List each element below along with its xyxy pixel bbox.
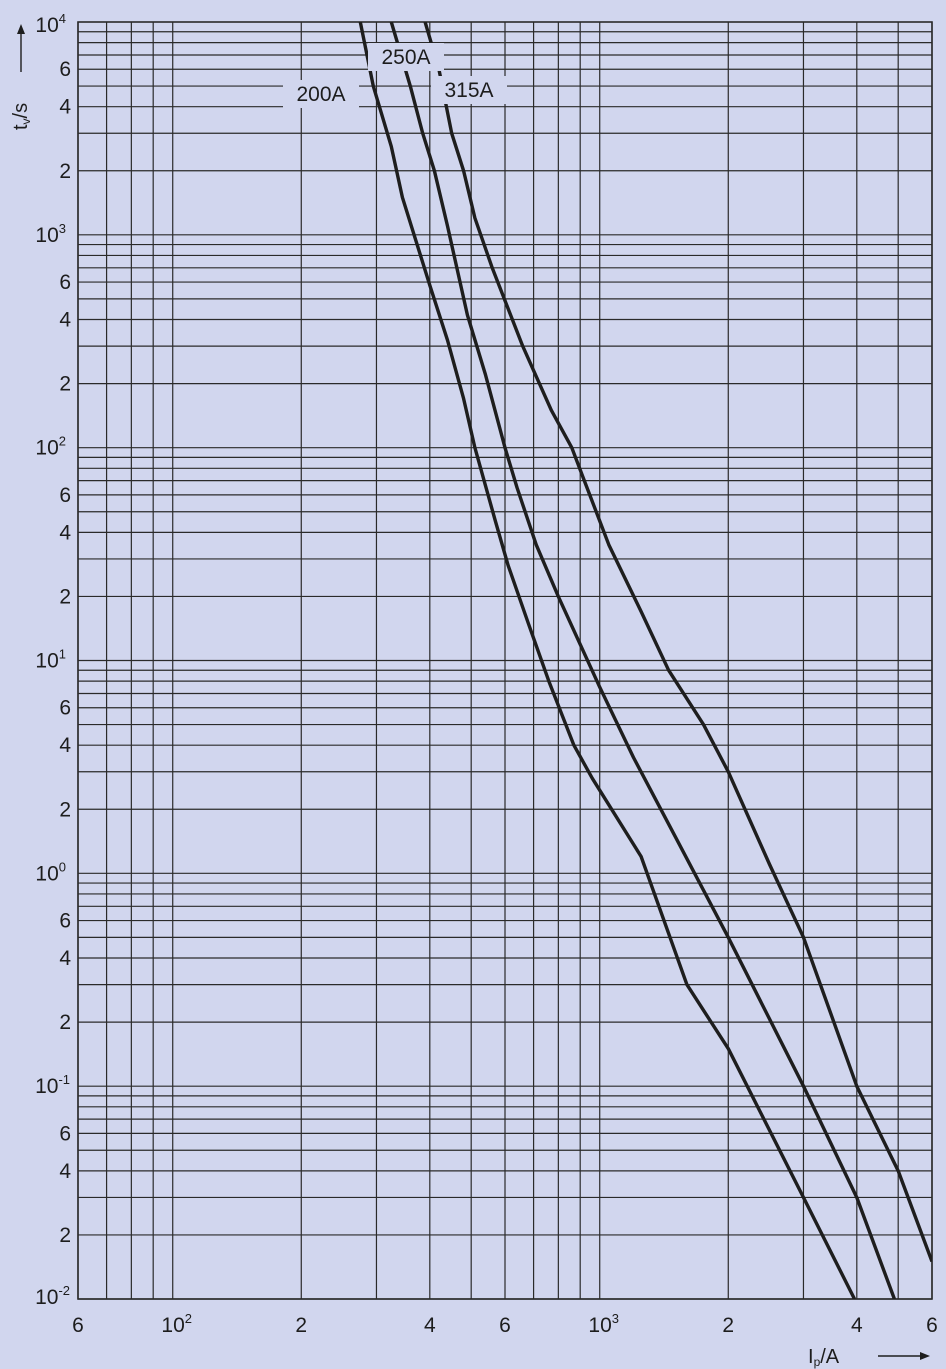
y-axis-arrowhead: [17, 24, 25, 34]
y-tick-label: 6: [59, 910, 71, 933]
y-tick-label: 104: [35, 11, 66, 37]
tick-labels: 6 102 2 4 6 103 2 4 6 104 6 4 2 103 6 4 2 102 6 4 2 101 6 4 2 100…: [35, 11, 938, 1337]
y-tick-label: 2: [59, 798, 71, 821]
series-label-200A: 200A: [296, 83, 345, 106]
y-tick-label: 103: [35, 221, 66, 247]
series-label-bg: [431, 76, 507, 104]
y-tick-label: 2: [59, 160, 71, 183]
series-labels: 200A 250A 315A: [283, 43, 507, 108]
y-tick-label: 100: [35, 859, 66, 885]
axis-labels: Ip/A tv/s: [10, 24, 930, 1369]
x-tick-label: 6: [499, 1314, 511, 1337]
x-tick-label: 6: [926, 1314, 938, 1337]
y-tick-label: 4: [59, 1160, 71, 1183]
x-tick-label: 102: [161, 1311, 192, 1337]
y-tick-label: 6: [59, 1122, 71, 1145]
y-tick-label: 6: [59, 58, 71, 81]
y-tick-label: 4: [59, 309, 71, 332]
y-tick-label: 6: [59, 484, 71, 507]
series-label-bg: [368, 43, 444, 71]
series-line-200A: [358, 22, 857, 1299]
y-tick-label: 4: [59, 96, 71, 119]
y-tick-label: 2: [59, 373, 71, 396]
series-line-250A: [389, 22, 896, 1299]
x-axis-arrowhead: [920, 1352, 930, 1360]
y-tick-label: 4: [59, 734, 71, 757]
series-label-315A: 315A: [444, 79, 493, 102]
y-tick-label: 10-1: [35, 1072, 70, 1098]
series-label-bg: [283, 80, 359, 108]
y-tick-label: 101: [35, 647, 66, 673]
x-tick-label: 103: [588, 1311, 619, 1337]
y-tick-label: 2: [59, 1011, 71, 1034]
y-tick-label: 2: [59, 1224, 71, 1247]
y-tick-label: 4: [59, 521, 71, 544]
y-tick-label: 102: [35, 434, 66, 460]
y-tick-label: 6: [59, 697, 71, 720]
grid: [77, 21, 933, 1300]
x-tick-label: 4: [851, 1314, 863, 1337]
x-tick-label: 4: [424, 1314, 436, 1337]
x-tick-label: 6: [72, 1314, 84, 1337]
series-layer: [358, 22, 932, 1299]
x-tick-label: 2: [722, 1314, 734, 1337]
series-line-315A: [423, 22, 932, 1263]
y-axis-label: tv/s: [10, 103, 33, 130]
x-axis-label: Ip/A: [808, 1346, 840, 1369]
y-tick-label: 10-2: [35, 1283, 70, 1309]
y-tick-label: 4: [59, 947, 71, 970]
x-tick-label: 2: [295, 1314, 307, 1337]
series-label-250A: 250A: [381, 46, 430, 69]
y-tick-label: 2: [59, 585, 71, 608]
y-tick-label: 6: [59, 271, 71, 294]
